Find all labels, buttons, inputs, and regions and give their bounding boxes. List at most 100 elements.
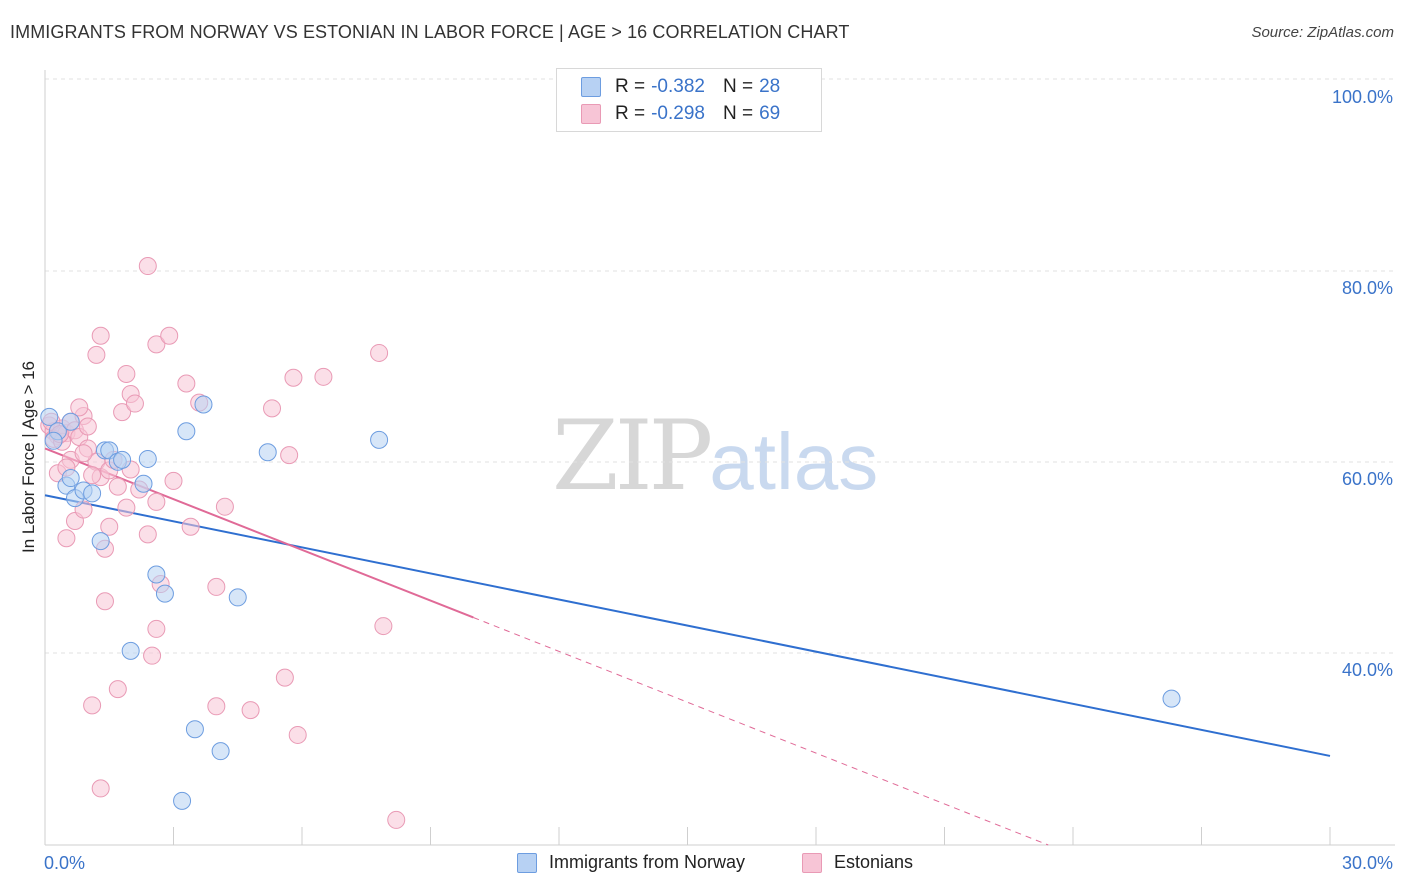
legend-label: Estonians <box>834 852 914 872</box>
estonians-point <box>280 446 299 465</box>
estonians-point <box>387 810 406 829</box>
norway-point <box>61 469 80 488</box>
estonians-point <box>108 477 127 496</box>
r-value: -0.298 <box>651 103 705 124</box>
estonians-point <box>91 326 110 345</box>
estonians-point <box>207 697 226 716</box>
estonians-swatch <box>581 104 601 124</box>
estonians-point <box>143 646 162 665</box>
y-tick-label: 40.0% <box>1342 660 1393 680</box>
estonians-point <box>288 725 307 744</box>
estonians-point <box>95 592 114 611</box>
y-tick-label: 80.0% <box>1342 278 1393 298</box>
estonians-point <box>275 668 294 687</box>
estonians-point <box>83 466 102 485</box>
estonians-point <box>117 498 136 517</box>
watermark-zip: ZIP <box>552 400 713 512</box>
estonians-point <box>83 696 102 715</box>
estonians-point <box>207 577 226 596</box>
watermark-atlas: atlas <box>709 417 879 506</box>
norway-point <box>228 588 247 607</box>
estonians-point <box>181 517 200 536</box>
norway-point <box>138 449 157 468</box>
axes <box>44 70 1395 846</box>
norway-point <box>91 532 110 551</box>
estonians-point <box>57 529 76 548</box>
data-points <box>40 257 1181 829</box>
estonians-point <box>108 680 127 699</box>
y-tick-label: 100.0% <box>1332 87 1393 107</box>
legend-row-norway: R = -0.382 N = 28 <box>581 76 780 98</box>
estonians-point <box>374 617 393 636</box>
estonians-point <box>78 417 97 436</box>
norway-point <box>173 791 192 810</box>
estonians-point <box>138 525 157 544</box>
estonians-point <box>160 326 179 345</box>
norway-point <box>40 407 59 426</box>
n-label: N = <box>722 103 754 124</box>
n-label: N = <box>722 76 754 97</box>
norway-point <box>83 484 102 503</box>
legend-row-estonians: R = -0.298 N = 69 <box>581 103 780 125</box>
estonians-point <box>215 497 234 516</box>
series-legend: Immigrants from Norway Estonians <box>0 852 1406 876</box>
estonians-point <box>164 471 183 490</box>
estonians-point <box>177 374 196 393</box>
correlation-legend: R = -0.382 N = 28 R = -0.298 N = 69 <box>556 68 822 132</box>
estonians-point <box>74 444 93 463</box>
norway-point <box>44 431 63 450</box>
estonians-point <box>87 345 106 364</box>
gridlines <box>45 78 1395 654</box>
estonians-point <box>117 364 136 383</box>
legend-item-norway[interactable]: Immigrants from Norway <box>517 852 745 873</box>
estonians-trend-extension <box>473 617 1049 846</box>
estonians-point <box>314 367 333 386</box>
norway-point <box>194 395 213 414</box>
estonians-point <box>147 619 166 638</box>
estonians-point <box>370 343 389 362</box>
y-tick-label: 60.0% <box>1342 469 1393 489</box>
norway-point <box>155 584 174 603</box>
legend-item-estonians[interactable]: Estonians <box>802 852 913 873</box>
estonians-swatch <box>802 852 822 873</box>
norway-point <box>147 565 166 584</box>
r-value: -0.382 <box>651 76 705 97</box>
estonians-point <box>138 257 157 276</box>
norway-point <box>370 430 389 449</box>
trend-lines <box>44 447 1331 846</box>
x-tick-label: 0.0% <box>44 853 85 873</box>
r-label: R = <box>615 103 646 124</box>
estonians-point <box>125 394 144 413</box>
estonians-point <box>263 399 282 418</box>
legend-label: Immigrants from Norway <box>549 852 746 872</box>
norway-swatch <box>581 77 601 97</box>
n-value: 28 <box>759 76 781 97</box>
norway-point <box>177 422 196 441</box>
estonians-point <box>100 517 119 536</box>
norway-point <box>211 742 230 761</box>
norway-trend-line <box>44 494 1331 757</box>
norway-point <box>1162 689 1181 708</box>
estonians-point <box>241 701 260 720</box>
estonians-point <box>147 492 166 511</box>
tick-labels: 100.0% 80.0% 60.0% 40.0% 0.0% 30.0% <box>44 87 1393 873</box>
norway-swatch <box>517 852 537 873</box>
norway-point <box>185 720 204 739</box>
y-axis-label: In Labor Force | Age > 16 <box>19 361 38 553</box>
estonians-point <box>91 779 110 798</box>
source-label: Source: ZipAtlas.com <box>1251 24 1394 41</box>
norway-point <box>121 641 140 660</box>
n-value: 69 <box>759 103 781 124</box>
estonians-point <box>284 368 303 387</box>
watermark: ZIPatlas <box>552 400 878 512</box>
x-tick-label: 30.0% <box>1342 853 1393 873</box>
norway-point <box>134 474 153 493</box>
estonians-point <box>70 398 89 417</box>
estonians-point <box>113 403 132 422</box>
norway-point <box>113 450 132 469</box>
estonians-point <box>147 335 166 354</box>
norway-point <box>258 443 277 462</box>
estonians-trend-line <box>44 447 474 619</box>
norway-point <box>61 412 80 431</box>
